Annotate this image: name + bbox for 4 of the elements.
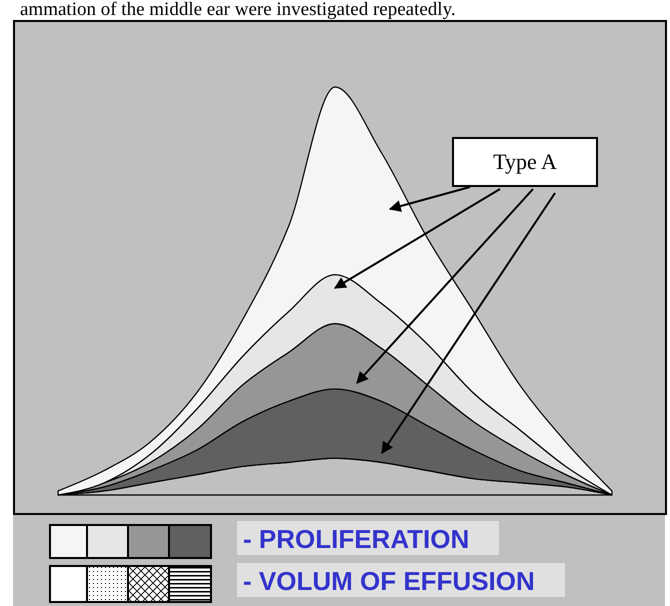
callout-box: Type A <box>452 137 598 187</box>
text: - PROLIFERATION <box>237 521 500 555</box>
text: ammation of the middle ear were investigated repeatedly. <box>20 0 456 20</box>
text: - VOLUM OF EFFUSION <box>237 563 565 597</box>
